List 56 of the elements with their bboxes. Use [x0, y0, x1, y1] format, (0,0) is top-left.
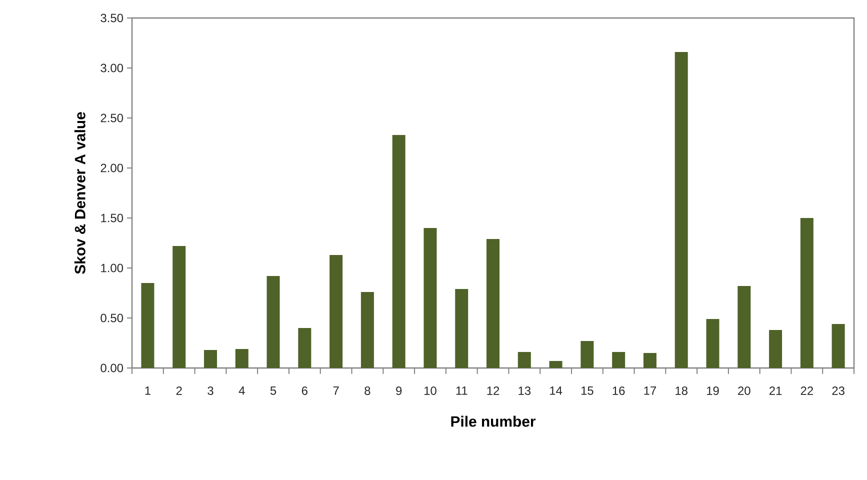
bar	[643, 352, 656, 368]
x-tick-label: 3	[208, 386, 214, 395]
y-tick-label: 2.50	[100, 114, 124, 122]
y-tick-label: 1.50	[101, 214, 124, 222]
x-tick-label: 7	[333, 386, 339, 395]
x-tick-label: 1	[145, 386, 150, 395]
bar	[235, 348, 248, 368]
x-tick-label: 15	[581, 386, 594, 395]
bar	[612, 352, 626, 368]
bar	[330, 254, 343, 368]
x-tick-label: 11	[456, 386, 468, 395]
bar	[518, 352, 531, 368]
bar	[706, 318, 720, 368]
bar	[738, 286, 751, 368]
x-tick-label: 16	[612, 386, 625, 395]
bar	[424, 228, 437, 368]
bar	[392, 134, 406, 368]
bar	[172, 246, 186, 368]
x-axis-title: Pile number	[451, 416, 536, 427]
x-tick-label: 6	[302, 386, 308, 395]
x-tick-label: 21	[769, 386, 782, 395]
bar	[769, 330, 782, 368]
x-tick-label: 2	[176, 386, 182, 395]
x-tick-label: 10	[424, 386, 436, 395]
x-tick-label: 4	[238, 386, 245, 395]
bar	[360, 292, 374, 368]
x-tick-label: 5	[270, 386, 276, 395]
x-tick-label: 14	[550, 386, 562, 395]
x-tick-label: 9	[396, 386, 402, 395]
bar	[455, 288, 468, 368]
bar	[549, 360, 562, 368]
bar	[832, 324, 845, 368]
y-tick-label: 1.00	[101, 264, 124, 272]
y-axis-title: Skov & Denver A value	[74, 112, 86, 274]
y-tick-label: 3.50	[100, 14, 124, 22]
bar	[266, 276, 280, 368]
y-tick-label: 0.00	[100, 364, 124, 372]
y-tick-label: 0.50	[100, 314, 124, 322]
x-tick-label: 12	[487, 386, 500, 395]
x-tick-label: 19	[707, 386, 719, 395]
x-tick-label: 23	[832, 386, 844, 395]
bar	[298, 328, 312, 368]
x-tick-label: 20	[738, 386, 750, 395]
y-tick-label: 2.00	[100, 164, 124, 172]
x-tick-label: 17	[644, 386, 656, 395]
x-tick-label: 13	[518, 386, 531, 395]
bar	[674, 52, 688, 368]
x-tick-label: 18	[676, 386, 688, 395]
y-tick-label: 3.00	[100, 64, 124, 72]
x-tick-label: 22	[800, 386, 813, 395]
bar	[204, 350, 217, 368]
bar	[800, 218, 814, 368]
x-tick-label: 8	[364, 386, 370, 395]
bar	[141, 282, 154, 368]
bar	[580, 340, 594, 368]
bar	[486, 238, 500, 368]
